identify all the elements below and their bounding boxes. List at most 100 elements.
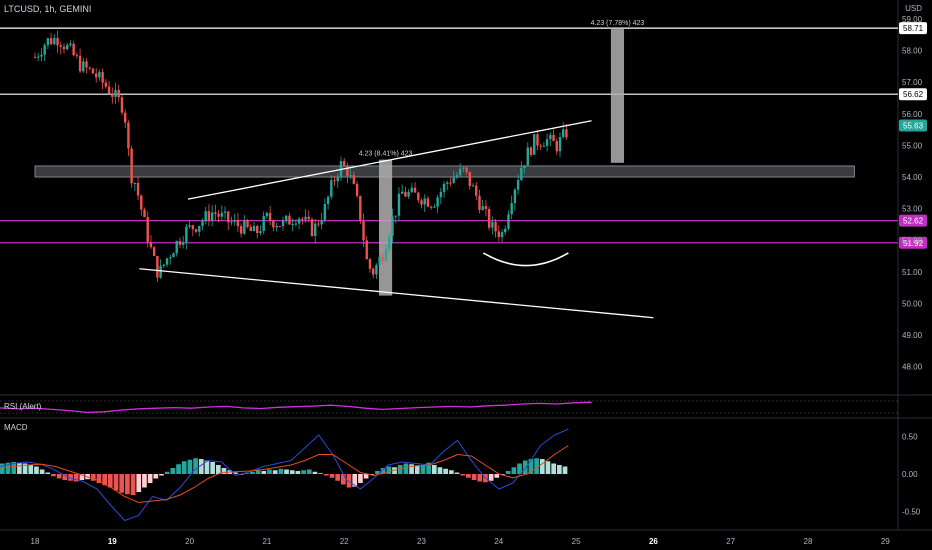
macd-histogram-bar xyxy=(215,465,221,474)
candle-body xyxy=(433,206,436,208)
price-tick-label: 58.00 xyxy=(902,47,923,56)
candle-body xyxy=(136,182,140,196)
macd-histogram-bar xyxy=(289,470,295,474)
candle-body xyxy=(159,265,162,278)
macd-histogram-bar xyxy=(562,466,568,474)
price-tick-label: 52.00 xyxy=(902,236,923,245)
macd-histogram-bar xyxy=(420,465,426,474)
rsi-pane xyxy=(0,400,898,414)
macd-tick-label: -0.50 xyxy=(902,508,921,517)
candle-body xyxy=(140,195,143,210)
candle-body xyxy=(297,218,301,224)
candle-body xyxy=(230,221,233,223)
candle-body xyxy=(236,219,240,227)
candle-body xyxy=(69,43,72,46)
candle-body xyxy=(391,216,394,236)
candle-body xyxy=(523,165,526,168)
candle-body xyxy=(243,220,246,234)
time-tick-label: 18 xyxy=(31,537,40,546)
candle-body xyxy=(43,45,46,55)
macd-histogram-bar xyxy=(90,474,96,481)
price-tick-label: 57.00 xyxy=(902,78,923,87)
time-tick-label: 23 xyxy=(417,537,426,546)
macd-histogram-bar xyxy=(125,474,130,495)
macd-histogram-bar xyxy=(176,464,181,474)
candle-body xyxy=(59,45,62,47)
price-tick-label: 55.00 xyxy=(902,141,923,150)
zone-group xyxy=(34,165,855,178)
macd-histogram-bar xyxy=(96,474,102,483)
candle-body xyxy=(201,221,204,226)
trendline xyxy=(187,120,592,200)
candle-body xyxy=(494,221,497,232)
macd-histogram-bar xyxy=(369,474,375,475)
time-axis: 18 19 20 21 22 23 24 25 26 27 28 29 xyxy=(31,537,891,546)
macd-line xyxy=(0,428,569,522)
candle-body xyxy=(475,185,478,196)
level-label: 51.92 xyxy=(903,239,924,248)
candle-body xyxy=(185,226,188,243)
candle-body xyxy=(371,268,375,275)
candle-body xyxy=(516,180,520,190)
candle-body xyxy=(549,134,552,140)
price-tick-label: 51.00 xyxy=(902,268,923,277)
candle-body xyxy=(439,191,443,198)
macd-histogram-bar xyxy=(39,469,45,474)
currency-label: USD xyxy=(905,4,922,13)
candle-body xyxy=(520,167,523,181)
candle-body xyxy=(417,192,420,201)
candle-body xyxy=(533,134,536,155)
measure-bar xyxy=(610,29,625,163)
candle-body xyxy=(91,68,95,74)
time-tick-label: 21 xyxy=(262,537,271,546)
candle-body xyxy=(85,61,88,68)
candle-body xyxy=(265,212,269,217)
macd-histogram-bar xyxy=(5,462,11,474)
candle-body xyxy=(156,255,159,278)
candle-body xyxy=(285,215,288,221)
macd-histogram-bar xyxy=(221,468,227,474)
measure-label: 4.23 (8.41%) 423 xyxy=(359,151,413,158)
macd-histogram-bar xyxy=(56,474,62,479)
candle-body xyxy=(397,193,401,216)
candle-body xyxy=(288,215,291,225)
candle-body xyxy=(346,165,349,176)
symbol-title: LTCUSD, 1h, GEMINI xyxy=(4,4,92,14)
candle-body xyxy=(152,247,156,256)
candle-body xyxy=(162,264,166,266)
macd-histogram-bar xyxy=(341,474,346,485)
candle-body xyxy=(107,86,111,94)
macd-histogram-bar xyxy=(449,470,454,474)
candle-body xyxy=(146,217,149,243)
macd-histogram-bar xyxy=(147,474,153,483)
candle-body xyxy=(449,182,452,184)
candle-body xyxy=(513,189,517,204)
candle-body xyxy=(333,180,336,182)
macd-histogram-bar xyxy=(187,459,193,474)
candle-body xyxy=(82,61,85,72)
candle-body xyxy=(481,206,484,210)
candle-body xyxy=(172,253,175,258)
trendlines xyxy=(139,120,654,319)
price-tick-label: 54.00 xyxy=(902,173,923,182)
candle-body xyxy=(275,226,278,228)
candle-body xyxy=(420,200,423,205)
price-tick-label: 59.00 xyxy=(902,15,923,24)
macd-histogram-bar xyxy=(460,474,466,476)
macd-histogram-bar xyxy=(0,463,5,474)
price-tick-label: 49.00 xyxy=(902,331,923,340)
time-tick-label: 20 xyxy=(185,537,194,546)
candle-body xyxy=(210,212,214,221)
macd-histogram-bar xyxy=(62,474,68,480)
candle-body xyxy=(545,139,549,146)
signal-line xyxy=(0,445,569,504)
candle-body xyxy=(62,46,66,50)
candle-body xyxy=(446,182,449,184)
macd-tick-label: 0.50 xyxy=(902,433,918,442)
macd-histogram-bar xyxy=(414,465,420,474)
macd-histogram-bar xyxy=(244,473,250,474)
candle-body xyxy=(268,212,272,221)
macd-histogram-bar xyxy=(517,463,522,474)
candle-body xyxy=(130,148,133,184)
